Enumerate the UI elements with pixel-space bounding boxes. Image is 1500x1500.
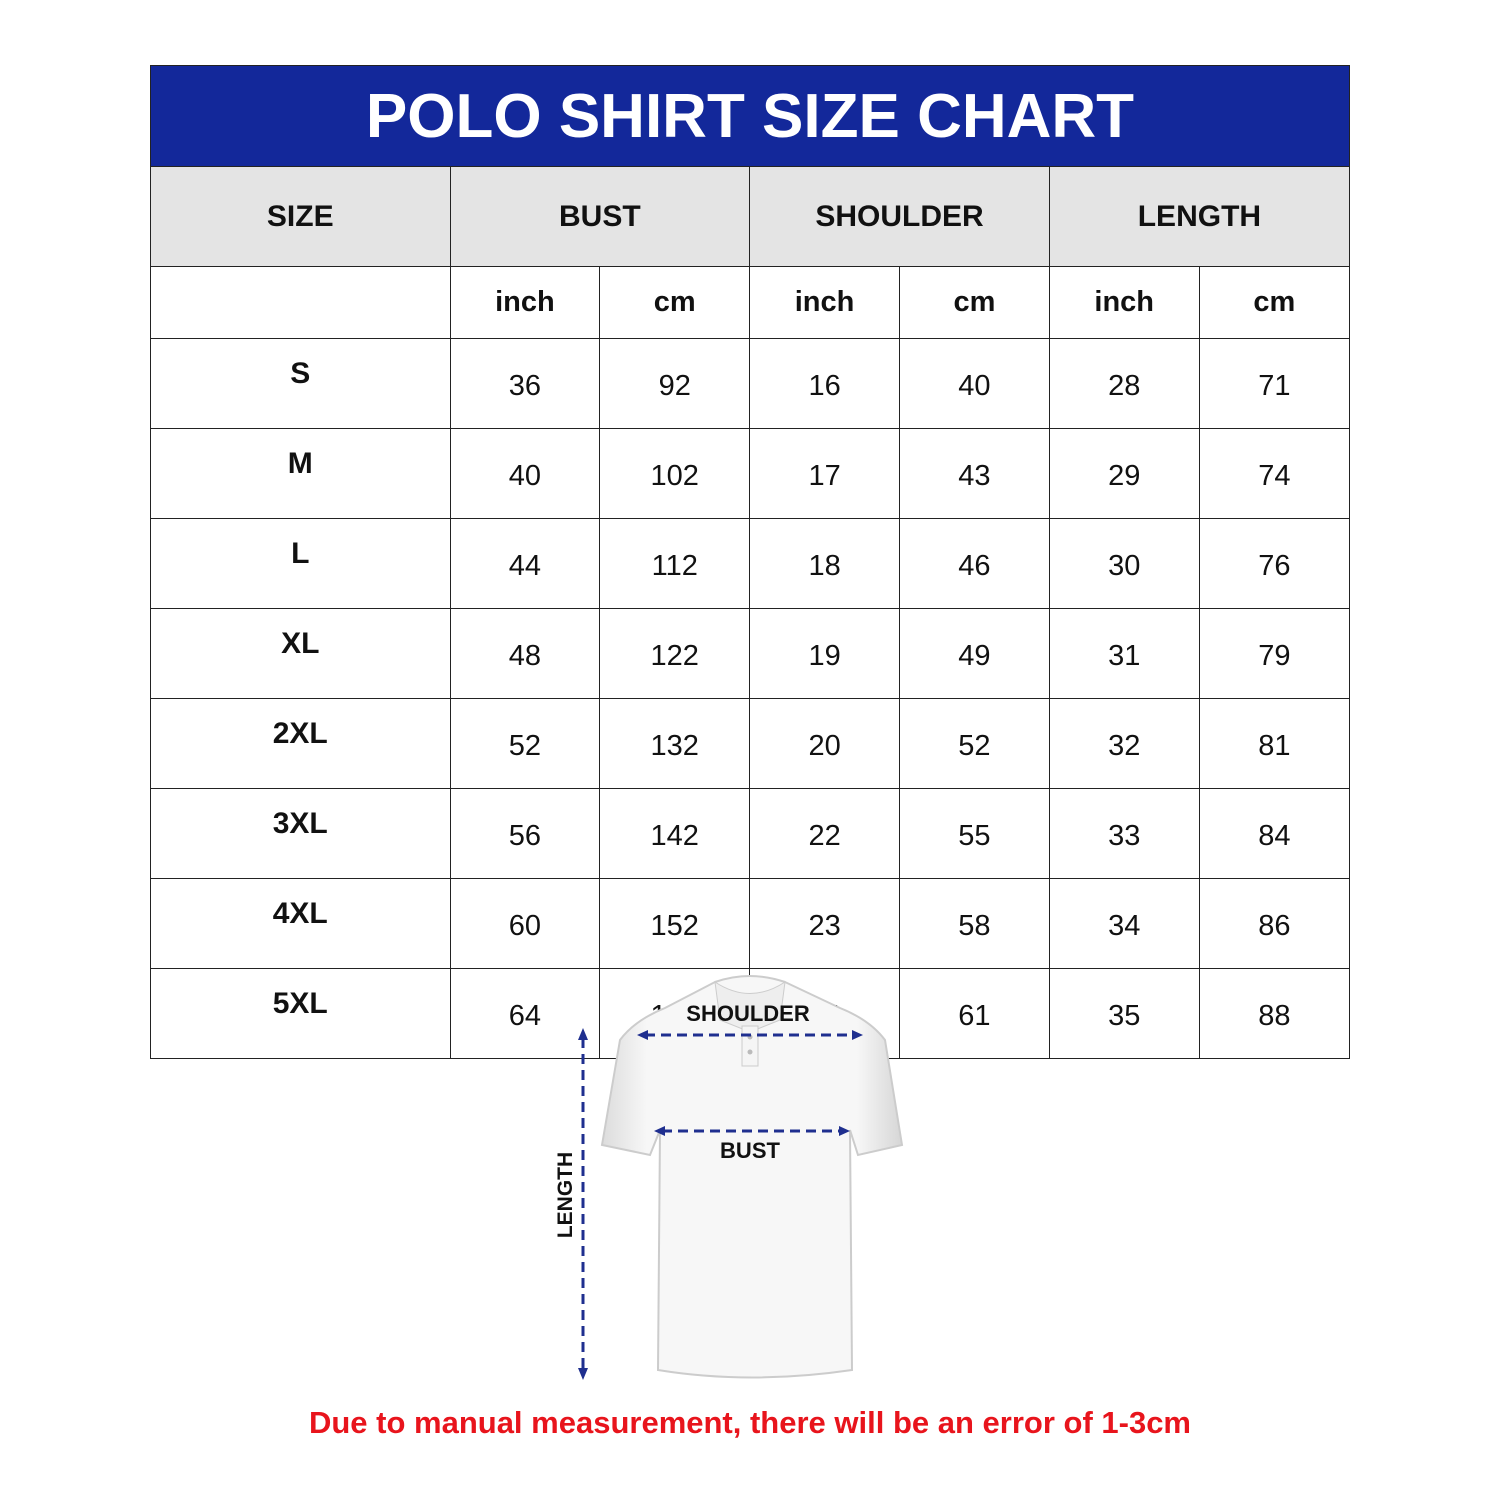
header-bust: BUST	[449, 167, 751, 267]
value-cell: 18	[749, 518, 900, 609]
size-table: SIZE BUST SHOULDER LENGTH inch cm inch c…	[151, 167, 1349, 1058]
table-row: 3XL 56 142 22 55 33 84	[151, 788, 1349, 879]
value-cell: 28	[1048, 338, 1200, 429]
size-cell: 4XL	[151, 878, 451, 969]
header-size: SIZE	[151, 167, 451, 267]
value-cell: 52	[898, 698, 1050, 789]
arrow-right-icon	[852, 1030, 863, 1040]
size-cell: 3XL	[151, 788, 451, 879]
size-cell: M	[151, 428, 451, 519]
value-cell: 92	[599, 338, 751, 429]
value-cell: 19	[749, 608, 900, 699]
value-cell: 48	[449, 608, 601, 699]
value-cell: 55	[898, 788, 1050, 879]
value-cell: 61	[898, 968, 1050, 1058]
polo-shirt-diagram: SHOULDER BUST LENGTH	[554, 975, 904, 1380]
table-row: L 44 112 18 46 30 76	[151, 518, 1349, 609]
unit-label: inch	[1048, 266, 1200, 339]
value-cell: 79	[1198, 608, 1349, 699]
measure-lines	[581, 1033, 855, 1372]
value-cell: 88	[1198, 968, 1349, 1058]
units-blank	[151, 266, 451, 339]
size-cell: L	[151, 518, 451, 609]
value-cell: 33	[1048, 788, 1200, 879]
value-cell: 64	[449, 968, 601, 1058]
arrow-right-icon	[839, 1126, 850, 1136]
header-row: SIZE BUST SHOULDER LENGTH	[151, 167, 1349, 267]
value-cell: 34	[1048, 878, 1200, 969]
table-row: M 40 102 17 43 29 74	[151, 428, 1349, 519]
value-cell: 112	[599, 518, 751, 609]
value-cell: 20	[749, 698, 900, 789]
size-cell: S	[151, 338, 451, 429]
value-cell: 30	[1048, 518, 1200, 609]
size-cell: 2XL	[151, 698, 451, 789]
value-cell: 52	[449, 698, 601, 789]
arrow-down-icon	[578, 1368, 588, 1380]
unit-label: cm	[599, 266, 751, 339]
value-cell: 76	[1198, 518, 1349, 609]
value-cell: 84	[1198, 788, 1349, 879]
measurement-note: Due to manual measurement, there will be…	[308, 1405, 1192, 1440]
value-cell: 23	[749, 878, 900, 969]
value-cell: 122	[599, 608, 751, 699]
value-cell: 16	[749, 338, 900, 429]
unit-label: inch	[749, 266, 900, 339]
unit-label: inch	[449, 266, 601, 339]
units-row: inch cm inch cm inch cm	[151, 266, 1349, 339]
value-cell: 46	[898, 518, 1050, 609]
arrow-up-icon	[578, 1028, 588, 1040]
table-row: XL 48 122 19 49 31 79	[151, 608, 1349, 699]
value-cell: 132	[599, 698, 751, 789]
value-cell: 71	[1198, 338, 1349, 429]
size-cell: 5XL	[151, 968, 451, 1058]
value-cell: 40	[449, 428, 601, 519]
value-cell: 56	[449, 788, 601, 879]
header-shoulder: SHOULDER	[749, 167, 1050, 267]
value-cell: 60	[449, 878, 601, 969]
value-cell: 86	[1198, 878, 1349, 969]
value-cell: 152	[599, 878, 751, 969]
value-cell: 31	[1048, 608, 1200, 699]
unit-label: cm	[898, 266, 1050, 339]
arrow-left-icon	[654, 1126, 665, 1136]
value-cell: 102	[599, 428, 751, 519]
length-label: LENGTH	[554, 1152, 577, 1238]
chart-title: POLO SHIRT SIZE CHART	[151, 66, 1349, 167]
value-cell: 81	[1198, 698, 1349, 789]
value-cell: 36	[449, 338, 601, 429]
value-cell: 29	[1048, 428, 1200, 519]
value-cell: 58	[898, 878, 1050, 969]
table-row: 4XL 60 152 23 58 34 86	[151, 878, 1349, 969]
value-cell: 49	[898, 608, 1050, 699]
table-row: S 36 92 16 40 28 71	[151, 338, 1349, 429]
value-cell: 43	[898, 428, 1050, 519]
unit-label: cm	[1198, 266, 1349, 339]
value-cell: 74	[1198, 428, 1349, 519]
value-cell: 17	[749, 428, 900, 519]
size-cell: XL	[151, 608, 451, 699]
value-cell: 35	[1048, 968, 1200, 1058]
table-row: 2XL 52 132 20 52 32 81	[151, 698, 1349, 789]
bust-label: BUST	[720, 1138, 780, 1163]
arrow-left-icon	[637, 1030, 648, 1040]
value-cell: 22	[749, 788, 900, 879]
size-chart-table: POLO SHIRT SIZE CHART SIZE BUST SHOULDER…	[150, 65, 1350, 1059]
value-cell: 32	[1048, 698, 1200, 789]
value-cell: 142	[599, 788, 751, 879]
shirt-icon	[600, 975, 904, 1379]
value-cell: 40	[898, 338, 1050, 429]
header-length: LENGTH	[1048, 167, 1349, 267]
shoulder-label: SHOULDER	[686, 1001, 810, 1026]
value-cell: 44	[449, 518, 601, 609]
